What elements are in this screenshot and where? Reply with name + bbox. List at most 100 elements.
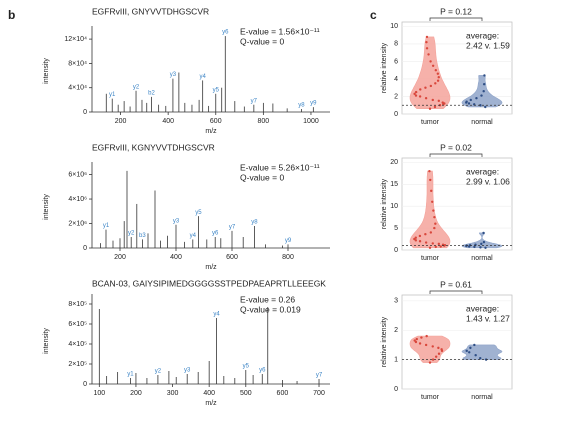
- y-tick-label: 5: [394, 225, 398, 232]
- data-point: [428, 169, 431, 173]
- annotation: 2.99 v. 1.06: [466, 176, 510, 186]
- x-tick-label: 400: [170, 254, 182, 261]
- x-axis-label: m/z: [205, 128, 217, 135]
- data-point: [434, 355, 438, 358]
- data-point: [437, 99, 441, 103]
- data-point: [415, 337, 418, 341]
- data-point: [413, 339, 416, 342]
- data-point: [418, 95, 422, 98]
- peak-label: y6: [259, 368, 266, 374]
- peak-label: y6: [212, 231, 219, 237]
- y-tick-label: 12×10⁴: [64, 36, 87, 43]
- peak-label: y2: [128, 231, 135, 237]
- annotation: 2.42 v. 1.59: [466, 40, 510, 50]
- data-point: [431, 200, 434, 204]
- x-tick-label: normal: [471, 119, 493, 126]
- peak-label: y7: [316, 373, 323, 379]
- peak-label: y5: [243, 364, 250, 370]
- data-point: [431, 345, 434, 348]
- x-tick-label: 200: [130, 390, 142, 397]
- peak-label: y3: [170, 72, 177, 78]
- y-tick-label: 1: [394, 356, 398, 363]
- data-point: [439, 245, 442, 248]
- data-point: [483, 74, 486, 77]
- data-point: [418, 240, 422, 243]
- x-tick-label: tumor: [421, 255, 440, 262]
- y-tick-label: 2×10⁶: [68, 220, 87, 227]
- data-point: [465, 100, 468, 103]
- y-tick-label: 8: [394, 41, 398, 48]
- x-tick-label: 200: [114, 254, 126, 261]
- data-point: [425, 334, 428, 338]
- data-point: [424, 86, 427, 89]
- x-tick-label: 600: [277, 390, 289, 397]
- y-axis-label: relative intensity: [381, 316, 388, 367]
- p-value: P = 0.12: [440, 6, 472, 16]
- data-point: [428, 107, 432, 110]
- data-point: [425, 47, 429, 50]
- y-tick-label: 3: [394, 298, 398, 305]
- data-point: [418, 342, 422, 345]
- p-value: P = 0.61: [440, 279, 472, 289]
- data-point: [428, 246, 432, 250]
- data-point: [428, 361, 432, 364]
- data-point: [431, 98, 434, 102]
- data-point: [431, 242, 434, 245]
- y-tick-label: 0: [83, 381, 87, 388]
- peak-label: y4: [199, 74, 206, 80]
- x-tick-label: 100: [93, 390, 105, 397]
- data-point: [437, 352, 441, 355]
- data-point: [425, 35, 429, 39]
- data-point: [424, 241, 428, 244]
- y-tick-label: 10: [390, 23, 398, 30]
- peak-label: y8: [251, 220, 258, 226]
- y-axis-label: intensity: [43, 58, 50, 84]
- y-tick-label: 4×10⁶: [68, 196, 87, 203]
- data-point: [432, 209, 435, 212]
- data-point: [479, 356, 482, 360]
- data-point: [484, 246, 487, 250]
- data-point: [437, 346, 440, 350]
- data-point: [474, 354, 477, 357]
- data-point: [429, 84, 433, 88]
- data-point: [479, 246, 482, 249]
- data-point: [469, 346, 472, 350]
- violin: [461, 344, 503, 360]
- x-tick-label: 400: [203, 390, 215, 397]
- peak-label: y7: [229, 224, 236, 230]
- x-tick-label: 300: [167, 390, 179, 397]
- y-axis-label: intensity: [43, 328, 50, 354]
- data-point: [425, 40, 428, 44]
- data-point: [430, 189, 433, 193]
- peak-label: y1: [127, 372, 134, 378]
- y-tick-label: 0: [83, 109, 87, 116]
- data-point: [433, 105, 437, 109]
- data-point: [418, 234, 422, 238]
- y-tick-label: 20: [390, 159, 398, 166]
- annotation: 1.43 v. 1.27: [466, 313, 510, 323]
- y-axis-label: intensity: [43, 194, 50, 220]
- x-tick-label: normal: [471, 255, 493, 262]
- peak-label: y3: [184, 368, 191, 374]
- data-point: [480, 94, 483, 97]
- annotation: average:: [466, 303, 499, 313]
- data-point: [434, 245, 437, 249]
- y-axis-label: relative intensity: [381, 42, 388, 93]
- data-point: [469, 98, 472, 102]
- data-point: [482, 240, 486, 244]
- y-tick-label: 0: [394, 386, 398, 393]
- violin: [409, 36, 451, 109]
- annotation: Q-value = 0.019: [240, 304, 301, 314]
- p-value: P = 0.02: [440, 142, 472, 152]
- annotation: E-value = 5.26×10⁻¹¹: [240, 162, 320, 172]
- data-point: [438, 104, 442, 107]
- x-tick-label: 800: [282, 254, 294, 261]
- x-tick-label: 700: [313, 390, 325, 397]
- data-point: [434, 222, 437, 225]
- data-point: [480, 242, 483, 246]
- x-axis-label: m/z: [205, 400, 217, 407]
- y-tick-label: 2: [394, 93, 398, 100]
- data-point: [468, 351, 471, 354]
- x-tick-label: tumor: [421, 394, 440, 401]
- data-point: [413, 92, 416, 96]
